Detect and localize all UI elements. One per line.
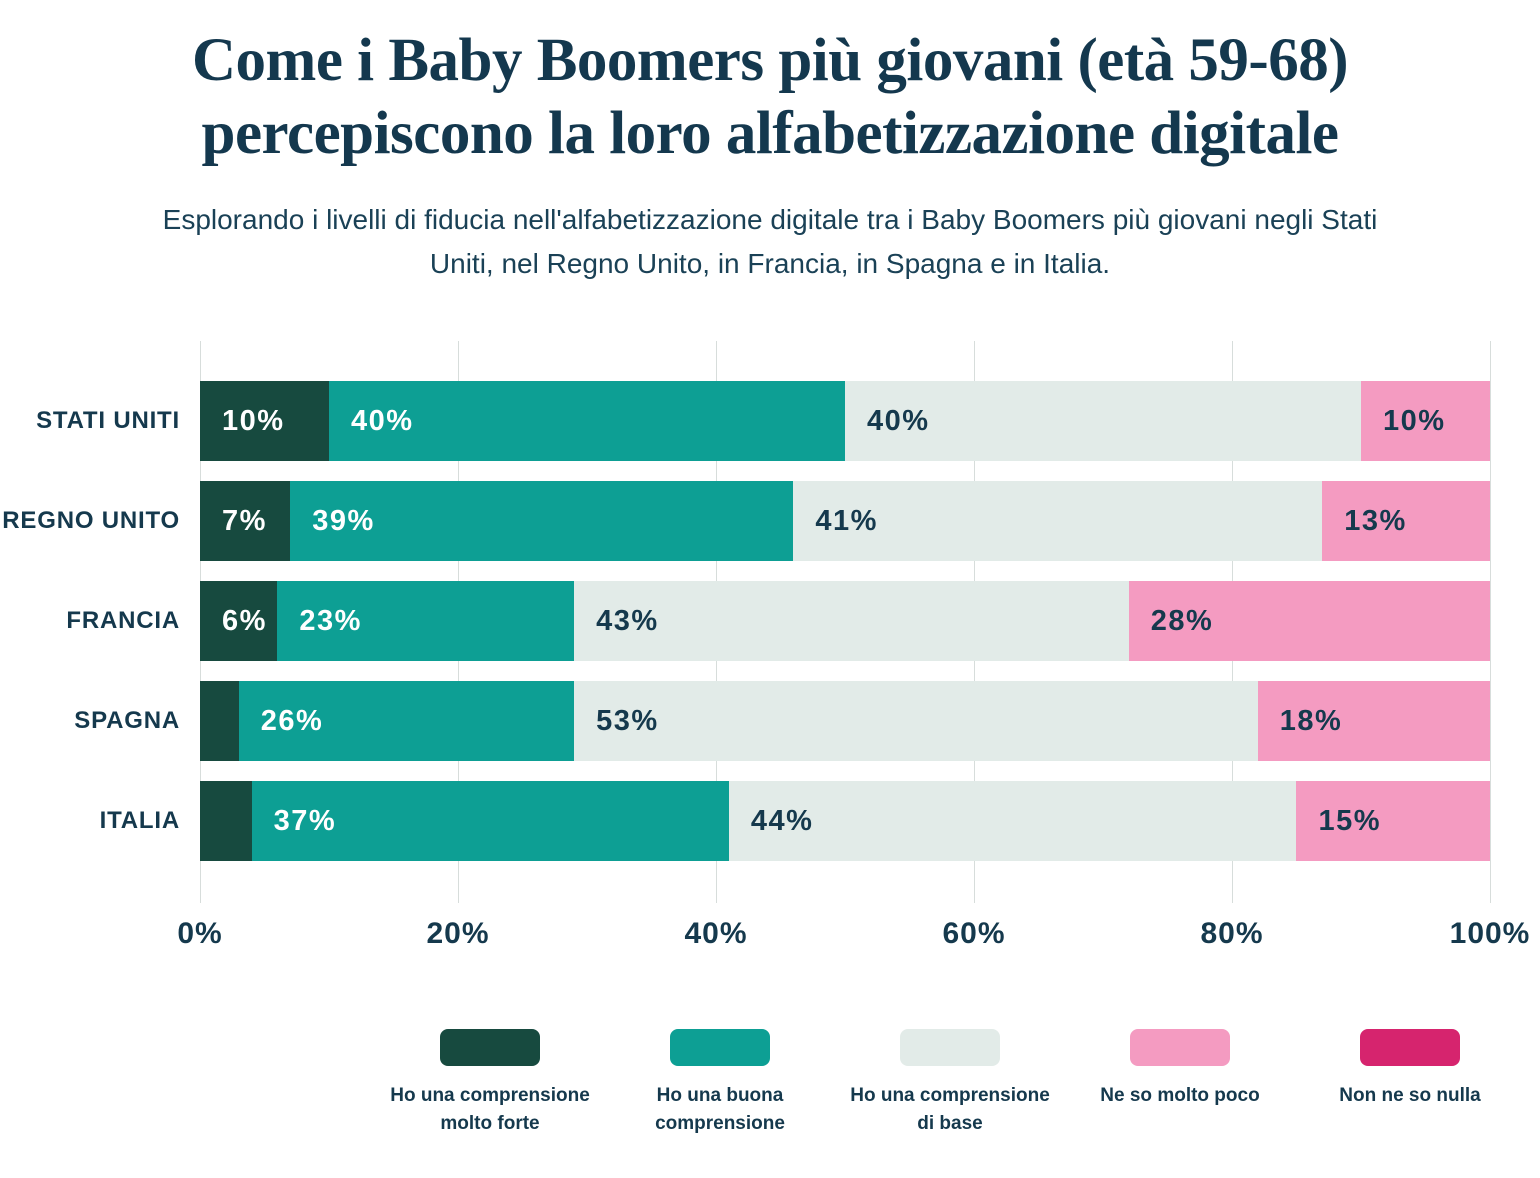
legend-swatch (440, 1029, 540, 1067)
legend-item[interactable]: Ne so molto poco (1070, 1029, 1290, 1137)
chart-row: REGNO UNITO 7% 39% 41% 13% (2, 471, 1490, 571)
bar-segment[interactable]: 26% (238, 681, 575, 762)
bar-segment[interactable]: 40% (845, 381, 1361, 462)
x-tick-label: 60% (942, 917, 1006, 951)
chart-row: ITALIA 37% 44% 15% (100, 771, 1490, 871)
bar-segment[interactable]: 37% (251, 781, 729, 862)
bar-value-label: 7% (222, 504, 267, 537)
x-tick-label: 40% (684, 917, 748, 951)
category-label: FRANCIA (66, 607, 180, 635)
legend-swatch (1130, 1029, 1230, 1067)
bar-segment[interactable]: 44% (728, 781, 1297, 862)
bar-value-label: 23% (299, 604, 362, 637)
bar-segment[interactable]: 43% (574, 581, 1129, 662)
bar-segment[interactable]: 18% (1257, 681, 1490, 762)
x-tick-label: 20% (426, 917, 490, 951)
bar-segment[interactable] (200, 681, 239, 762)
bar-value-label: 37% (273, 804, 337, 837)
x-tick-label: 80% (1200, 917, 1264, 951)
chart-title-line-2: percepiscono la loro alfabetizzazione di… (201, 100, 1339, 168)
bar-segment[interactable]: 7% (200, 481, 291, 562)
category-label: REGNO UNITO (2, 507, 180, 535)
bar-segment[interactable]: 10% (1361, 381, 1490, 462)
bar-value-label: 6% (222, 604, 267, 637)
legend-label: Non ne so nulla (1339, 1085, 1481, 1107)
bar-stack: 37% 44% 15% (200, 781, 1490, 862)
bar-value-label: 26% (260, 704, 324, 737)
chart-subtitle: Esplorando i livelli di fiducia nell'alf… (162, 204, 1378, 279)
chart-row: FRANCIA 6% 23% 43% 28% (66, 571, 1490, 671)
bar-segment[interactable]: 40% (329, 381, 845, 462)
bar-segment[interactable]: 28% (1128, 581, 1490, 662)
legend-swatch (1360, 1029, 1460, 1067)
x-axis: 0% 20% 40% 60% 80% 100% (177, 917, 1529, 963)
x-tick-label: 100% (1449, 917, 1531, 951)
gridline (1490, 341, 1491, 904)
bar-value-label: 41% (815, 504, 878, 537)
bar-segment[interactable]: 53% (574, 681, 1258, 762)
bar-segment[interactable] (200, 781, 252, 862)
legend-label: Ho una comprensione di base (850, 1085, 1050, 1134)
bar-value-label: 53% (596, 704, 659, 737)
legend-label: Ho una buona comprensione (655, 1085, 785, 1134)
chart-title: Come i Baby Boomers più giovani (età 59-… (0, 24, 1540, 170)
bar-value-label: 10% (1383, 404, 1446, 437)
bar-segment[interactable]: 13% (1322, 481, 1490, 562)
legend-item[interactable]: Ho una comprensione molto forte (380, 1029, 600, 1137)
bar-value-label: 40% (351, 404, 414, 437)
legend-swatch (670, 1029, 770, 1067)
bar-stack: 10% 40% 40% 10% (200, 381, 1490, 462)
bar-value-label: 44% (750, 804, 814, 837)
bar-segment[interactable]: 41% (793, 481, 1323, 562)
legend-item[interactable]: Non ne so nulla (1300, 1029, 1520, 1137)
bar-value-label: 18% (1279, 704, 1343, 737)
bar-stack: 26% 53% 18% (200, 681, 1490, 762)
bar-segment[interactable]: 10% (200, 381, 329, 462)
category-label: SPAGNA (74, 707, 180, 735)
category-label: STATI UNITI (36, 407, 180, 435)
bar-value-label: 43% (596, 604, 659, 637)
category-label: ITALIA (99, 807, 180, 835)
bar-value-label: 15% (1318, 804, 1382, 837)
bar-segment[interactable]: 23% (277, 581, 575, 662)
legend-item[interactable]: Ho una comprensione di base (840, 1029, 1060, 1137)
bar-value-label: 10% (222, 404, 285, 437)
chart-row: STATI UNITI 10% 40% 40% 10% (36, 371, 1490, 471)
bar-value-label: 39% (312, 504, 375, 537)
bar-value-label: 28% (1150, 604, 1214, 637)
bar-value-label: 40% (867, 404, 930, 437)
legend-swatch (900, 1029, 1000, 1067)
bar-value-label: 13% (1344, 504, 1407, 537)
legend-item[interactable]: Ho una buona comprensione (610, 1029, 830, 1137)
bar-stack: 6% 23% 43% 28% (200, 581, 1490, 662)
chart-plot-area: STATI UNITI 10% 40% 40% 10% REGNO UNITO 7% 39% 4… (2, 341, 1491, 904)
legend: Ho una comprensione molto forte Ho una bu… (0, 1029, 1540, 1137)
bar-segment[interactable]: 15% (1296, 781, 1490, 862)
legend-label: Ne so molto poco (1100, 1085, 1260, 1107)
bar-stack: 7% 39% 41% 13% (200, 481, 1490, 562)
bar-segment[interactable]: 39% (290, 481, 794, 562)
chart-row: SPAGNA 26% 53% 18% (74, 671, 1490, 771)
legend-label: Ho una comprensione molto forte (390, 1085, 590, 1134)
chart-title-line-1: Come i Baby Boomers più giovani (età 59-… (191, 27, 1349, 94)
x-tick-label: 0% (177, 917, 223, 951)
bar-segment[interactable]: 6% (200, 581, 278, 662)
chart-rows: STATI UNITI 10% 40% 40% 10% REGNO UNITO 7% 39% 4… (2, 371, 1490, 871)
